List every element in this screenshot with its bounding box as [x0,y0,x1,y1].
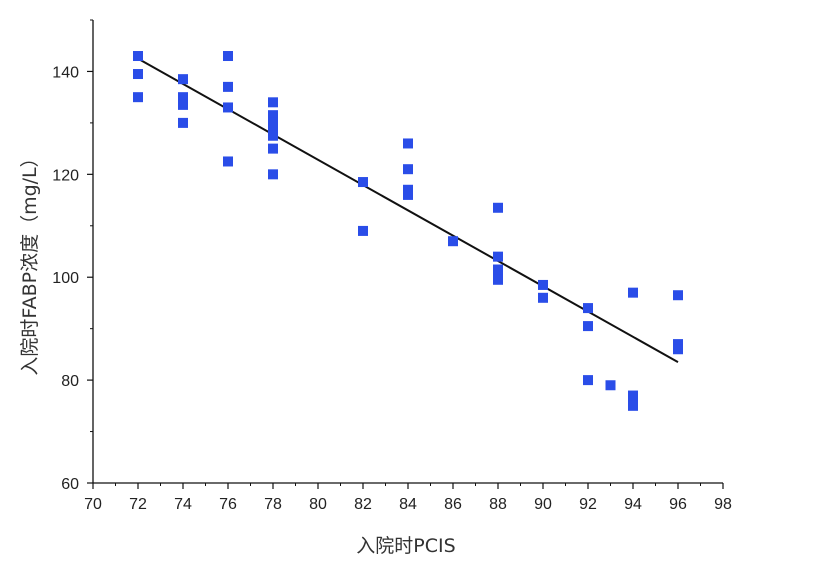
x-tick-label: 80 [309,496,327,513]
data-point [583,303,593,314]
x-tick-label: 94 [624,496,642,513]
x-tick-label: 70 [84,496,102,513]
x-axis-title: 入院时PCIS [356,535,455,557]
axes [92,20,723,484]
data-point [673,290,683,301]
x-tick-label: 92 [579,496,597,513]
trendline [137,57,679,363]
x-tick-label: 88 [489,496,507,513]
data-point [605,380,616,391]
data-point [628,287,638,298]
data-point [583,375,593,386]
data-point [268,169,278,180]
data-point [223,102,233,113]
y-tick-label: 60 [61,476,79,493]
data-point [268,97,278,108]
data-point [403,164,413,175]
data-point [493,202,503,213]
data-point [628,400,638,411]
x-tick-label: 74 [174,496,192,513]
data-point [268,110,278,121]
data-point [403,138,413,149]
data-point [538,279,548,290]
data-point [268,143,278,154]
x-tick-label: 98 [714,496,732,513]
data-point [178,117,188,128]
data-point [133,92,143,103]
data-point [493,251,503,262]
trendline-group [137,57,679,363]
data-point [493,274,503,285]
x-tick-label: 90 [534,496,552,513]
x-tick-label: 76 [219,496,237,513]
x-tick-label: 96 [669,496,687,513]
data-point [178,74,188,85]
data-point [268,125,278,136]
y-tick-label: 120 [52,167,79,184]
data-point [673,339,683,350]
data-point [178,99,188,110]
data-point [493,264,503,275]
x-tick-label: 78 [264,496,282,513]
data-point [403,189,413,200]
data-point [493,269,503,280]
data-point [628,395,638,406]
data-point [403,184,413,195]
data-point [628,390,638,401]
data-point [223,81,233,92]
y-tick-label: 80 [61,373,79,390]
ticks: 70 72 74 76 78 80 82 84 86 88 90 92 94 96 98 60 80 100 120… [52,19,732,513]
data-point [448,236,458,247]
data-point [268,117,278,128]
data-point [583,321,593,332]
data-point [673,344,683,355]
x-tick-label: 84 [399,496,417,513]
y-tick-label: 100 [52,270,79,287]
x-tick-label: 82 [354,496,372,513]
data-point [178,92,188,103]
x-tick-label: 72 [129,496,147,513]
data-point [133,51,143,62]
data-point [268,130,278,141]
data-point [133,69,143,80]
data-point [358,225,368,236]
data-point [538,292,548,303]
data-point [223,156,233,167]
data-point [358,177,368,188]
x-tick-label: 86 [444,496,462,513]
y-axis-title: 入院时FABP浓度（mg/L） [19,148,41,375]
data-point [223,51,233,62]
y-tick-label: 140 [52,64,79,81]
points-group [133,51,683,411]
